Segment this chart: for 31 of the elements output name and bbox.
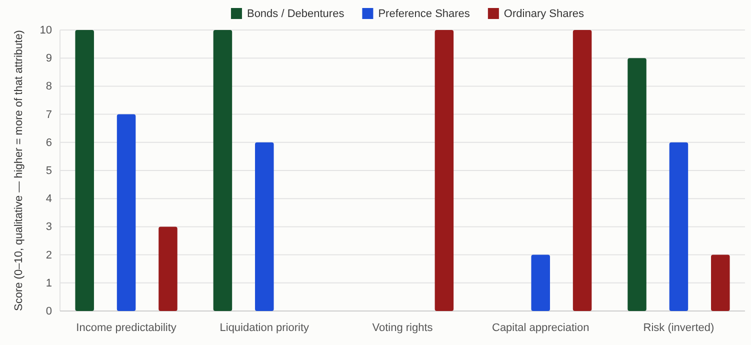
bar: [75, 30, 94, 311]
bar: [213, 30, 232, 311]
bar: [572, 30, 592, 311]
y-tick-label: 2: [46, 249, 52, 262]
bar: [434, 30, 454, 311]
x-tick-label: Liquidation priority: [220, 322, 310, 334]
x-tick-label: Capital appreciation: [492, 322, 590, 334]
bar: [116, 114, 136, 311]
y-tick-label: 10: [40, 24, 52, 37]
y-tick-label: 8: [46, 80, 52, 93]
legend-label: Preference Shares: [378, 8, 470, 20]
x-tick-label: Risk (inverted): [643, 322, 714, 334]
bar: [628, 58, 646, 311]
bar: [669, 142, 688, 311]
y-tick-label: 3: [46, 221, 52, 234]
y-tick-label: 5: [46, 165, 52, 178]
y-tick-label: 0: [46, 306, 52, 318]
y-tick-label: 6: [46, 136, 52, 149]
y-tick-label: 7: [46, 108, 52, 121]
bar: [255, 142, 274, 311]
x-tick-label: Voting rights: [372, 322, 434, 334]
y-axis-title: Score (0–10, qualitative — higher = more of that attribute): [13, 30, 25, 311]
bar: [531, 254, 550, 311]
y-tick-label: 1: [46, 277, 52, 290]
y-tick-label: 9: [46, 52, 52, 65]
x-tick-label: Income predictability: [76, 322, 177, 334]
bar: [711, 254, 730, 311]
legend-label: Bonds / Debentures: [246, 8, 345, 20]
legend-label: Ordinary Shares: [504, 8, 585, 20]
y-tick-label: 4: [46, 193, 52, 206]
bar: [158, 226, 178, 311]
